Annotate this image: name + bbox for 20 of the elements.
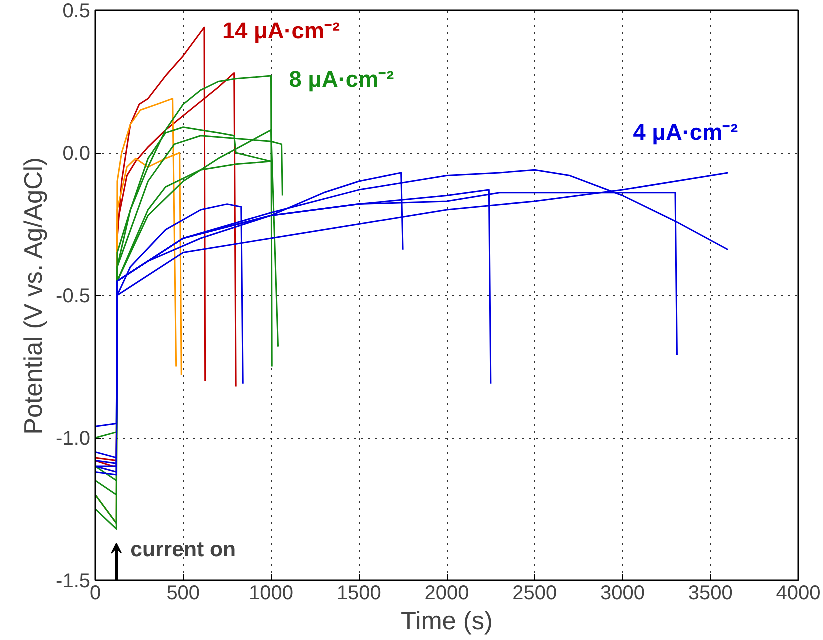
series-label: 8 μA·cm⁻² <box>289 66 395 92</box>
y-tick-label: -1.0 <box>56 428 91 450</box>
x-tick-label: 2000 <box>424 582 470 604</box>
x-tick-label: 1500 <box>336 582 382 604</box>
x-tick-label: 1000 <box>249 582 294 604</box>
x-tick-label: 4000 <box>776 582 821 604</box>
y-tick-label: 0.5 <box>62 0 91 22</box>
x-tick-label: 0 <box>90 582 102 604</box>
y-tick-label: 0.0 <box>62 143 91 165</box>
y-tick-label: -0.5 <box>56 286 91 308</box>
y-tick-label: -1.5 <box>56 570 91 592</box>
x-axis-title: Time (s) <box>401 608 493 636</box>
annotation: current on <box>130 537 236 562</box>
x-tick-label: 3000 <box>600 582 646 604</box>
series-label: 4 μA·cm⁻² <box>633 118 739 145</box>
y-axis-title: Potential (V vs. Ag/AgCl) <box>20 158 48 435</box>
x-tick-label: 3500 <box>688 582 733 604</box>
x-tick-label: 500 <box>166 582 200 604</box>
series-label: 14 μA·cm⁻² <box>222 18 340 44</box>
x-tick-label: 2500 <box>512 582 558 604</box>
